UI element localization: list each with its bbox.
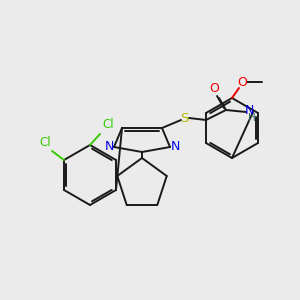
Text: S: S [180, 112, 188, 124]
Text: O: O [209, 82, 219, 95]
Text: Cl: Cl [39, 136, 51, 149]
Text: N: N [244, 103, 254, 116]
Text: H: H [248, 113, 256, 123]
Text: N: N [104, 140, 114, 154]
Text: N: N [170, 140, 180, 154]
Text: O: O [237, 76, 247, 88]
Text: Cl: Cl [102, 118, 114, 131]
